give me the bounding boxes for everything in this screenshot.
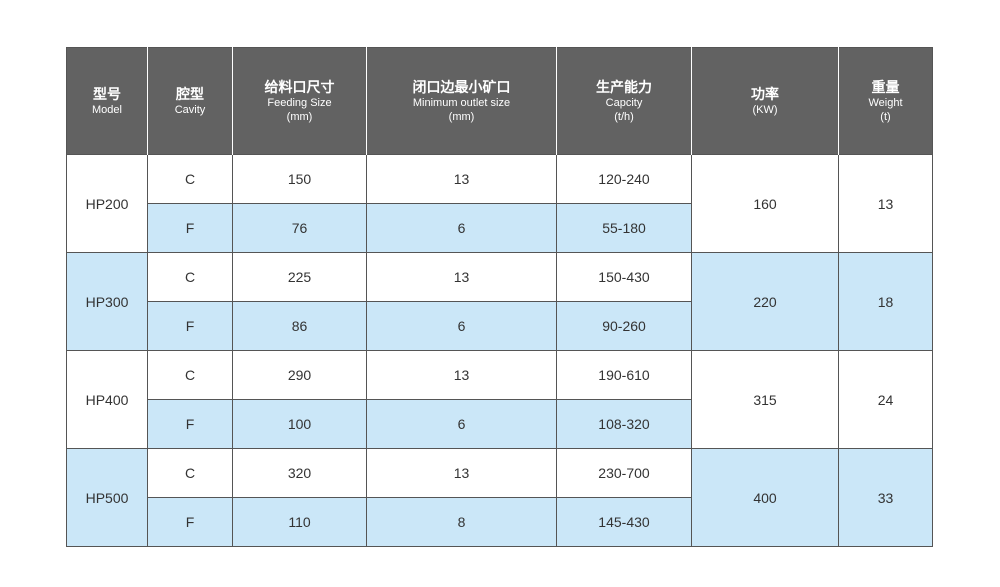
feeding-size-cell: 150 [232, 154, 367, 204]
cavity-cell: F [147, 301, 233, 351]
outlet-size-cell: 13 [366, 350, 557, 400]
model-cell: HP300 [66, 252, 148, 351]
header-power-unit: (KW) [752, 103, 778, 116]
header-cavity-en: Cavity [174, 103, 206, 116]
header-capacity-cn: 生产能力 [596, 78, 652, 95]
power-cell: 220 [691, 252, 839, 351]
table-row: HP300 C 225 13 150-430 220 18 [66, 252, 933, 351]
outlet-size-cell: 13 [366, 154, 557, 204]
outlet-size-cell: 6 [366, 399, 557, 449]
table-row: F 110 8 145-430 [67, 497, 933, 547]
header-feeding-size: 给料口尺寸 Feeding Size (mm) [232, 47, 367, 155]
header-weight-en: Weight [868, 96, 903, 109]
cavity-cell: F [147, 203, 233, 253]
header-weight: 重量 Weight (t) [838, 47, 933, 155]
header-model-cn: 型号 [93, 85, 121, 102]
outlet-size-cell: 8 [366, 497, 557, 547]
table-row: HP500 C 320 13 230-700 400 33 [66, 448, 933, 547]
outlet-size-cell: 6 [366, 203, 557, 253]
feeding-size-cell: 86 [232, 301, 367, 351]
capacity-cell: 190-610 [556, 350, 692, 400]
table-row: F 86 6 90-260 [67, 301, 933, 351]
weight-cell: 18 [838, 252, 933, 351]
header-feeding-size-cn: 给料口尺寸 [264, 78, 335, 95]
feeding-size-cell: 225 [232, 252, 367, 302]
feeding-size-cell: 100 [232, 399, 367, 449]
capacity-cell: 145-430 [556, 497, 692, 547]
header-power-cn: 功率 [751, 85, 779, 102]
header-cavity-cn: 腔型 [176, 85, 204, 102]
capacity-cell: 150-430 [556, 252, 692, 302]
header-cavity: 腔型 Cavity [147, 47, 233, 155]
weight-cell: 13 [838, 154, 933, 253]
capacity-cell: 90-260 [556, 301, 692, 351]
header-capacity-en: Capcity [605, 96, 643, 109]
header-outlet-size: 闭口边最小矿口 Minimum outlet size (mm) [366, 47, 557, 155]
header-outlet-size-cn: 闭口边最小矿口 [412, 78, 511, 95]
table-row: HP200 C 150 13 120-240 160 13 [66, 154, 933, 253]
capacity-cell: 230-700 [556, 448, 692, 498]
header-model: 型号 Model [66, 47, 148, 155]
outlet-size-cell: 6 [366, 301, 557, 351]
cavity-cell: C [147, 350, 233, 400]
feeding-size-cell: 320 [232, 448, 367, 498]
table-row: F 76 6 55-180 [67, 203, 933, 253]
header-capacity-unit: (t/h) [614, 110, 634, 123]
capacity-cell: 108-320 [556, 399, 692, 449]
weight-cell: 33 [838, 448, 933, 547]
header-feeding-size-en: Feeding Size [267, 96, 332, 109]
spec-table: 型号 Model 腔型 Cavity 给料口尺寸 Feeding Size (m… [66, 47, 933, 547]
feeding-size-cell: 76 [232, 203, 367, 253]
power-cell: 400 [691, 448, 839, 547]
model-cell: HP200 [66, 154, 148, 253]
table-row: HP400 C 290 13 190-610 315 24 [66, 350, 933, 449]
outlet-size-cell: 13 [366, 448, 557, 498]
capacity-cell: 120-240 [556, 154, 692, 204]
capacity-cell: 55-180 [556, 203, 692, 253]
header-row: 型号 Model 腔型 Cavity 给料口尺寸 Feeding Size (m… [66, 47, 933, 155]
model-cell: HP400 [66, 350, 148, 449]
feeding-size-cell: 290 [232, 350, 367, 400]
header-feeding-size-unit: (mm) [286, 110, 313, 123]
cavity-cell: F [147, 399, 233, 449]
feeding-size-cell: 110 [232, 497, 367, 547]
header-outlet-size-en: Minimum outlet size [412, 96, 511, 109]
power-cell: 160 [691, 154, 839, 253]
header-weight-cn: 重量 [871, 78, 900, 95]
header-power: 功率 (KW) [691, 47, 839, 155]
header-weight-unit: (t) [880, 110, 891, 123]
outlet-size-cell: 13 [366, 252, 557, 302]
model-cell: HP500 [66, 448, 148, 547]
cavity-cell: F [147, 497, 233, 547]
cavity-cell: C [147, 252, 233, 302]
power-cell: 315 [691, 350, 839, 449]
header-model-en: Model [92, 103, 122, 116]
weight-cell: 24 [838, 350, 933, 449]
header-outlet-size-unit: (mm) [448, 110, 475, 123]
header-capacity: 生产能力 Capcity (t/h) [556, 47, 692, 155]
cavity-cell: C [147, 154, 233, 204]
cavity-cell: C [147, 448, 233, 498]
